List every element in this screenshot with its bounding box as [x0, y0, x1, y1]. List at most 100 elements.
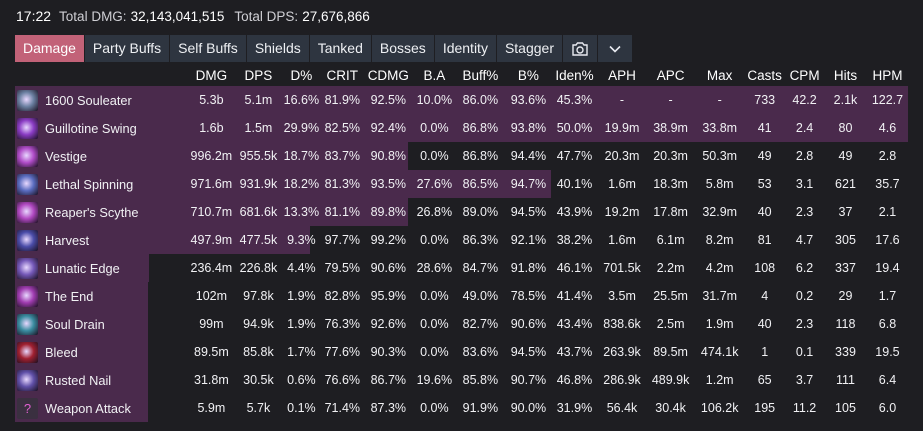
- table-row[interactable]: The End 102m 97.8k 1.9% 82.8% 95.9% 0.0% 49.0% 7…: [15, 282, 908, 310]
- column-header-apc[interactable]: APC: [656, 68, 685, 83]
- cell-cdmg: 99.2%: [370, 233, 407, 247]
- table-row[interactable]: Vestige 996.2m 955.5k 18.7% 83.7% 90.8% 0.0% 86…: [15, 142, 908, 170]
- column-header-cpm[interactable]: CPM: [789, 68, 820, 83]
- tab-party-buffs[interactable]: Party Buffs: [84, 35, 171, 62]
- cell-b-a: 0.0%: [420, 289, 449, 303]
- cell-crit: 76.6%: [324, 373, 361, 387]
- cell-cdmg: 90.3%: [370, 345, 407, 359]
- column-header-dps[interactable]: DPS: [244, 68, 273, 83]
- table-row[interactable]: Reaper's Scythe 710.7m 681.6k 13.3% 81.1% 89.…: [15, 198, 908, 226]
- cell-d-: 4.4%: [287, 261, 316, 275]
- tab-self-buffs[interactable]: Self Buffs: [170, 35, 247, 62]
- column-header-buff-percent[interactable]: Buff%: [462, 68, 499, 83]
- skill-name: Lunatic Edge: [45, 260, 120, 276]
- cell-crit: 79.5%: [324, 261, 361, 275]
- cell-b-: 94.7%: [510, 177, 547, 191]
- cell-casts: 81: [757, 233, 772, 247]
- cell-dps: 97.8k: [243, 289, 274, 303]
- the-end-icon: [17, 285, 38, 307]
- column-header-identity-percent[interactable]: Iden%: [555, 68, 594, 83]
- skill-cell: Harvest: [15, 226, 310, 254]
- column-header-crit[interactable]: CRIT: [326, 68, 359, 83]
- dropdown-button[interactable]: [598, 35, 633, 62]
- column-header-aph[interactable]: APH: [608, 68, 636, 83]
- tab-identity[interactable]: Identity: [434, 35, 497, 62]
- cell-apc: 30.4k: [655, 401, 686, 415]
- table-row[interactable]: Lethal Spinning 971.6m 931.9k 18.2% 81.3% 93.…: [15, 170, 908, 198]
- tab-tanked[interactable]: Tanked: [309, 35, 372, 62]
- total-dmg-value: 32,143,041,515: [130, 8, 225, 24]
- summary-bar: 17:22 Total DMG: 32,143,041,515 Total DP…: [0, 0, 923, 32]
- cell-b-: 94.5%: [510, 205, 547, 219]
- question-icon: ?: [17, 397, 38, 419]
- cell-max: 474.1k: [700, 345, 739, 359]
- cell-aph: 1.6m: [608, 177, 636, 191]
- cell-cdmg: 92.5%: [370, 93, 407, 107]
- column-header-cdmg[interactable]: CDMG: [367, 68, 409, 83]
- tab-bosses[interactable]: Bosses: [371, 35, 435, 62]
- column-header-back-attack[interactable]: B.A: [423, 68, 446, 83]
- cell-hpm: 35.7: [875, 177, 900, 191]
- table-row[interactable]: Soul Drain 99m 94.9k 1.9% 76.3% 92.6% 0.0% 82.7…: [15, 310, 908, 338]
- table-row[interactable]: Bleed 89.5m 85.8k 1.7% 77.6% 90.3% 0.0% 83.6% 94…: [15, 338, 908, 366]
- damage-share-bar: [15, 86, 908, 114]
- cell-dps: 30.5k: [243, 373, 274, 387]
- tab-damage[interactable]: Damage: [15, 35, 85, 62]
- cell-dps: 681.6k: [239, 205, 278, 219]
- cell-buff-: 89.0%: [462, 205, 499, 219]
- column-header-skill: [15, 65, 187, 86]
- cell-crit: 77.6%: [324, 345, 361, 359]
- cell-buff-: 86.5%: [462, 177, 499, 191]
- table-row[interactable]: ? Weapon Attack 5.9m 5.7k 0.1% 71.4% 87.3% 0.0%…: [15, 394, 908, 422]
- table-row[interactable]: Lunatic Edge 236.4m 226.8k 4.4% 79.5% 90.6% 28…: [15, 254, 908, 282]
- cell-d-: 29.9%: [283, 121, 320, 135]
- column-header-b-percent[interactable]: B%: [517, 68, 539, 83]
- tab-shields[interactable]: Shields: [246, 35, 310, 62]
- cell-crit: 82.5%: [324, 121, 361, 135]
- cell-d-: 18.2%: [283, 177, 320, 191]
- cell-aph: -: [619, 93, 625, 107]
- cell-crit: 81.3%: [324, 177, 361, 191]
- column-header-max[interactable]: Max: [706, 68, 733, 83]
- cell-b-a: 27.6%: [416, 177, 453, 191]
- cell-casts: 41: [757, 121, 772, 135]
- column-header-casts[interactable]: Casts: [747, 68, 782, 83]
- column-header-hpm[interactable]: HPM: [872, 68, 903, 83]
- table-row[interactable]: Guillotine Swing 1.6b 1.5m 29.9% 82.5% 92.4% 0…: [15, 114, 908, 142]
- cell-crit: 81.1%: [324, 205, 361, 219]
- cell-buff-: 86.8%: [462, 149, 499, 163]
- cell-b-: 93.8%: [510, 121, 547, 135]
- cell-cdmg: 92.6%: [370, 317, 407, 331]
- cell-hits: 80: [838, 121, 853, 135]
- damage-share-bar: [15, 142, 408, 170]
- table-row[interactable]: Harvest 497.9m 477.5k 9.3% 97.7% 99.2% 0.0% 86.…: [15, 226, 908, 254]
- cell-cpm: 0.1: [795, 345, 814, 359]
- skill-cell: Lunatic Edge: [15, 254, 187, 282]
- cell-cdmg: 87.3%: [370, 401, 407, 415]
- tab-stagger[interactable]: Stagger: [496, 35, 563, 62]
- cell-dmg: 996.2m: [190, 149, 233, 163]
- table-row[interactable]: Rusted Nail 31.8m 30.5k 0.6% 76.6% 86.7% 19.6%…: [15, 366, 908, 394]
- column-header-hits[interactable]: Hits: [833, 68, 858, 83]
- cell-casts: 53: [757, 177, 772, 191]
- cell-casts: 733: [754, 93, 776, 107]
- column-header-dmg-percent[interactable]: D%: [290, 68, 313, 83]
- skill-name: 1600 Souleater: [45, 92, 132, 108]
- column-header-dmg[interactable]: DMG: [195, 68, 228, 83]
- cell-dps: 5.1m: [244, 93, 273, 107]
- cell-b-: 90.6%: [510, 317, 547, 331]
- screenshot-button[interactable]: [563, 35, 598, 62]
- cell-b-: 92.1%: [510, 233, 547, 247]
- cell-max: 31.7m: [702, 289, 738, 303]
- cell-hits: 37: [838, 205, 853, 219]
- cell-b-a: 0.0%: [420, 317, 449, 331]
- cell-d-: 16.6%: [283, 93, 320, 107]
- cell-hits: 105: [835, 401, 856, 415]
- table-row[interactable]: 1600 Souleater 5.3b 5.1m 16.6% 81.9% 92.5% 10.…: [15, 86, 908, 114]
- harvest-icon: [17, 229, 38, 251]
- camera-icon: [572, 41, 588, 56]
- cell-dmg: 497.9m: [190, 233, 233, 247]
- cell-buff-: 83.6%: [462, 345, 499, 359]
- cell-crit: 81.9%: [324, 93, 361, 107]
- cell-iden-: 40.1%: [556, 177, 593, 191]
